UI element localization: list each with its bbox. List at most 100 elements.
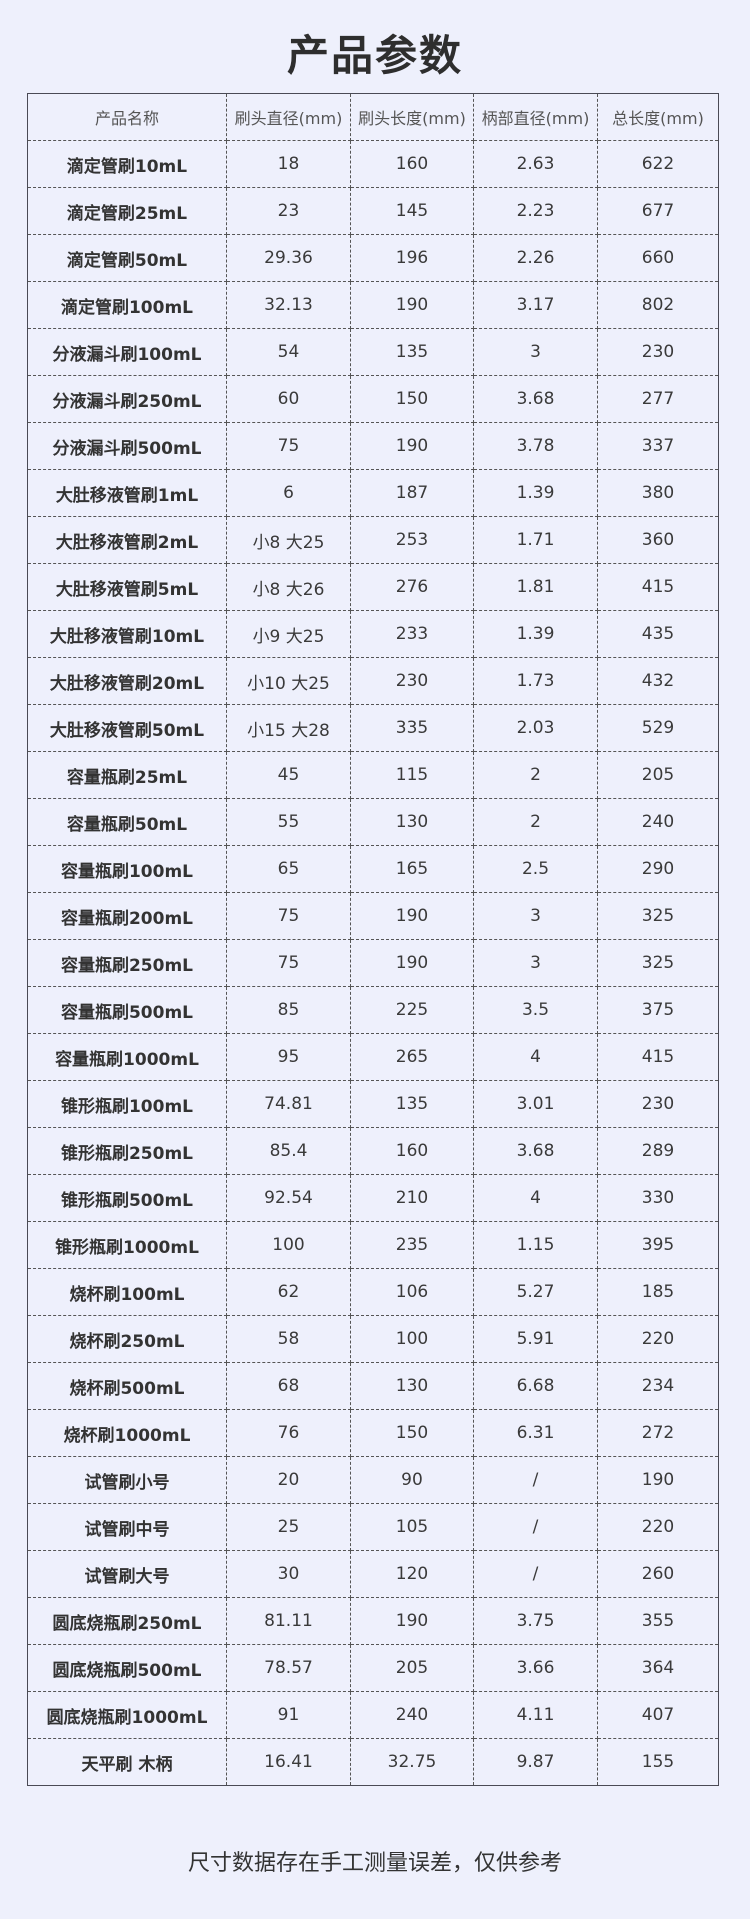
value-cell: 2 — [473, 751, 598, 799]
product-name-cell: 试管刷小号 — [27, 1456, 227, 1504]
value-cell: 2.5 — [473, 845, 598, 893]
value-cell: 220 — [597, 1503, 719, 1551]
value-cell: 3 — [473, 892, 598, 940]
value-cell: 230 — [350, 657, 474, 705]
value-cell: 2.63 — [473, 140, 598, 188]
product-name-cell: 容量瓶刷500mL — [27, 986, 227, 1034]
table-row: 容量瓶刷100mL 65 165 2.5 290 — [27, 845, 719, 893]
value-cell: 3.17 — [473, 281, 598, 329]
value-cell: 190 — [350, 892, 474, 940]
value-cell: 3.68 — [473, 1127, 598, 1175]
value-cell: 335 — [350, 704, 474, 752]
value-cell: 32.75 — [350, 1738, 474, 1786]
value-cell: 62 — [226, 1268, 351, 1316]
value-cell: 85.4 — [226, 1127, 351, 1175]
value-cell: 240 — [597, 798, 719, 846]
value-cell: 105 — [350, 1503, 474, 1551]
product-name-cell: 试管刷中号 — [27, 1503, 227, 1551]
value-cell: 106 — [350, 1268, 474, 1316]
value-cell: 75 — [226, 939, 351, 987]
value-cell: 100 — [226, 1221, 351, 1269]
table-row: 烧杯刷1000mL 76 150 6.31 272 — [27, 1409, 719, 1457]
value-cell: 45 — [226, 751, 351, 799]
product-name-cell: 容量瓶刷100mL — [27, 845, 227, 893]
product-name-cell: 烧杯刷1000mL — [27, 1409, 227, 1457]
value-cell: 395 — [597, 1221, 719, 1269]
value-cell: 120 — [350, 1550, 474, 1598]
product-name-cell: 分液漏斗刷500mL — [27, 422, 227, 470]
value-cell: 5.27 — [473, 1268, 598, 1316]
value-cell: 92.54 — [226, 1174, 351, 1222]
value-cell: 54 — [226, 328, 351, 376]
table-row: 烧杯刷250mL 58 100 5.91 220 — [27, 1315, 719, 1363]
table-row: 大肚移液管刷1mL 6 187 1.39 380 — [27, 469, 719, 517]
value-cell: 58 — [226, 1315, 351, 1363]
value-cell: 325 — [597, 939, 719, 987]
value-cell: 32.13 — [226, 281, 351, 329]
value-cell: 90 — [350, 1456, 474, 1504]
table-row: 滴定管刷10mL 18 160 2.63 622 — [27, 140, 719, 188]
page-title: 产品参数 — [286, 31, 463, 80]
value-cell: 529 — [597, 704, 719, 752]
value-cell: 3.5 — [473, 986, 598, 1034]
table-row: 容量瓶刷200mL 75 190 3 325 — [27, 892, 719, 940]
value-cell: 2.26 — [473, 234, 598, 282]
value-cell: 205 — [597, 751, 719, 799]
product-name-cell: 容量瓶刷200mL — [27, 892, 227, 940]
value-cell: 190 — [350, 422, 474, 470]
value-cell: 205 — [350, 1644, 474, 1692]
value-cell: 622 — [597, 140, 719, 188]
value-cell: 3.66 — [473, 1644, 598, 1692]
table-row: 滴定管刷50mL 29.36 196 2.26 660 — [27, 234, 719, 282]
value-cell: 85 — [226, 986, 351, 1034]
value-cell: 802 — [597, 281, 719, 329]
value-cell: 660 — [597, 234, 719, 282]
value-cell: 407 — [597, 1691, 719, 1739]
product-name-cell: 分液漏斗刷100mL — [27, 328, 227, 376]
value-cell: 272 — [597, 1409, 719, 1457]
value-cell: 187 — [350, 469, 474, 517]
table-row: 烧杯刷500mL 68 130 6.68 234 — [27, 1362, 719, 1410]
value-cell: 234 — [597, 1362, 719, 1410]
value-cell: 60 — [226, 375, 351, 423]
value-cell: 75 — [226, 422, 351, 470]
value-cell: 330 — [597, 1174, 719, 1222]
table-row: 大肚移液管刷10mL 小9 大25 233 1.39 435 — [27, 610, 719, 658]
value-cell: 6.68 — [473, 1362, 598, 1410]
value-cell: 190 — [597, 1456, 719, 1504]
value-cell: 6.31 — [473, 1409, 598, 1457]
product-name-cell: 分液漏斗刷250mL — [27, 375, 227, 423]
table-row: 锥形瓶刷500mL 92.54 210 4 330 — [27, 1174, 719, 1222]
table-row: 容量瓶刷250mL 75 190 3 325 — [27, 939, 719, 987]
value-cell: 2 — [473, 798, 598, 846]
table-row: 分液漏斗刷250mL 60 150 3.68 277 — [27, 375, 719, 423]
value-cell: 190 — [350, 1597, 474, 1645]
value-cell: 1.81 — [473, 563, 598, 611]
value-cell: 小8 大25 — [226, 516, 351, 564]
product-name-cell: 圆底烧瓶刷1000mL — [27, 1691, 227, 1739]
value-cell: 185 — [597, 1268, 719, 1316]
value-cell: 677 — [597, 187, 719, 235]
value-cell: 4 — [473, 1033, 598, 1081]
column-header: 柄部直径(mm) — [473, 93, 598, 141]
value-cell: 小9 大25 — [226, 610, 351, 658]
value-cell: 380 — [597, 469, 719, 517]
table-row: 分液漏斗刷500mL 75 190 3.78 337 — [27, 422, 719, 470]
table-row: 分液漏斗刷100mL 54 135 3 230 — [27, 328, 719, 376]
value-cell: 小10 大25 — [226, 657, 351, 705]
product-name-cell: 圆底烧瓶刷500mL — [27, 1644, 227, 1692]
value-cell: 190 — [350, 281, 474, 329]
value-cell: 260 — [597, 1550, 719, 1598]
value-cell: / — [473, 1503, 598, 1551]
table-row: 容量瓶刷1000mL 95 265 4 415 — [27, 1033, 719, 1081]
value-cell: 3 — [473, 939, 598, 987]
value-cell: 115 — [350, 751, 474, 799]
table-row: 滴定管刷100mL 32.13 190 3.17 802 — [27, 281, 719, 329]
value-cell: 130 — [350, 798, 474, 846]
value-cell: 235 — [350, 1221, 474, 1269]
product-name-cell: 滴定管刷10mL — [27, 140, 227, 188]
product-name-cell: 烧杯刷100mL — [27, 1268, 227, 1316]
value-cell: 1.71 — [473, 516, 598, 564]
value-cell: 76 — [226, 1409, 351, 1457]
table-row: 圆底烧瓶刷500mL 78.57 205 3.66 364 — [27, 1644, 719, 1692]
